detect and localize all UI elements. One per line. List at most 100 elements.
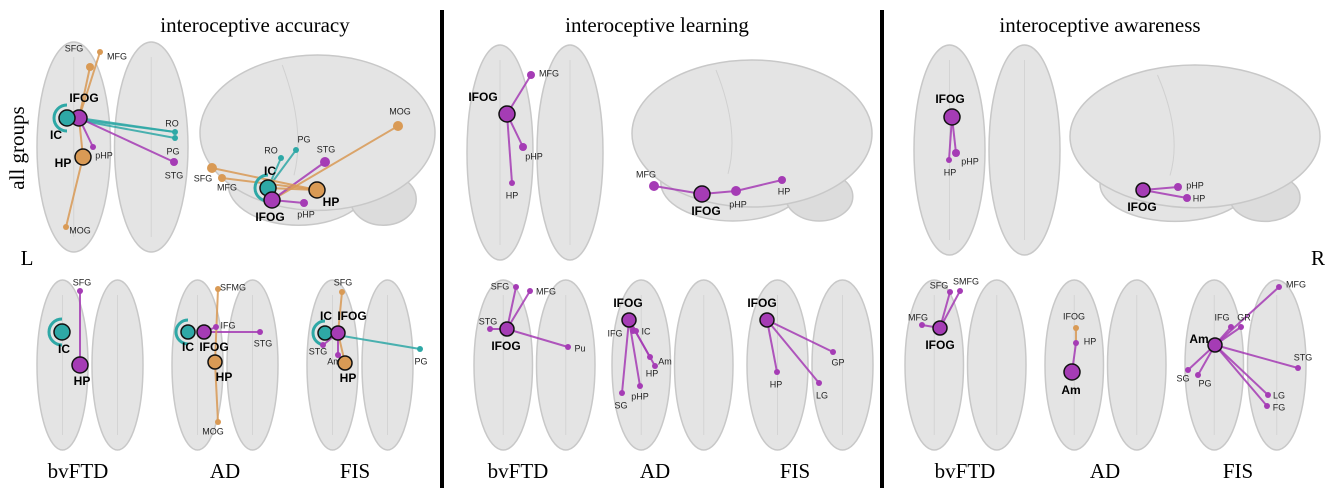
node-label: pHP xyxy=(95,150,113,160)
node-label: HP xyxy=(646,368,659,378)
node xyxy=(957,288,963,294)
node-label: SFG xyxy=(194,173,213,183)
node-label: IC xyxy=(50,128,62,142)
node xyxy=(1228,324,1234,330)
node-label: IFOG xyxy=(199,340,228,354)
panel-title: interoceptive learning xyxy=(565,13,749,37)
node-label: IC xyxy=(642,326,652,336)
node-label: IFG xyxy=(221,320,236,330)
node-label: STG xyxy=(479,316,498,326)
node xyxy=(331,326,345,340)
node-label: SG xyxy=(1176,373,1189,383)
node-label: pHP xyxy=(631,391,649,401)
node-label: Am xyxy=(1189,332,1208,346)
panel-title: interoceptive awareness xyxy=(999,13,1200,37)
node-label: GP xyxy=(831,357,844,367)
node-label: STG xyxy=(309,346,328,356)
node xyxy=(197,325,211,339)
node xyxy=(647,354,653,360)
group-label: FIS xyxy=(780,459,810,483)
group-label: AD xyxy=(210,459,240,483)
node-label: MOG xyxy=(389,106,411,116)
node xyxy=(1185,367,1191,373)
node xyxy=(519,143,527,151)
node-label: SFG xyxy=(930,280,949,290)
node-label: RO xyxy=(264,145,278,155)
node-label: IC xyxy=(264,164,276,178)
node-label: PG xyxy=(414,356,427,366)
node-label: SFG xyxy=(491,281,510,291)
node xyxy=(487,326,493,332)
node xyxy=(218,174,226,182)
node xyxy=(944,109,960,125)
node-label: IFOG xyxy=(69,91,98,105)
node-label: IFOG xyxy=(613,296,642,310)
node-label: SMFG xyxy=(953,276,979,286)
node-label: HP xyxy=(770,379,783,389)
node-label: IFOG xyxy=(925,338,954,352)
node-label: GR xyxy=(1237,312,1251,322)
node-label: IFOG xyxy=(747,296,776,310)
side-label: L xyxy=(21,246,34,270)
node xyxy=(619,390,625,396)
node xyxy=(1265,392,1271,398)
side-label: R xyxy=(1311,246,1325,270)
node xyxy=(393,121,403,131)
node xyxy=(54,324,70,340)
node xyxy=(172,129,178,135)
node-label: MFG xyxy=(908,312,928,322)
node xyxy=(513,284,519,290)
node-label: MFG xyxy=(1286,279,1306,289)
node xyxy=(170,158,178,166)
node xyxy=(731,186,741,196)
node xyxy=(760,313,774,327)
node xyxy=(1073,340,1079,346)
group-label: bvFTD xyxy=(935,459,996,483)
node-label: HP xyxy=(778,186,791,196)
node-label: SFG xyxy=(65,43,84,53)
node xyxy=(75,149,91,165)
node xyxy=(318,326,332,340)
node xyxy=(1208,338,1222,352)
node xyxy=(72,357,88,373)
node-label: IFOG xyxy=(935,92,964,106)
panel-title: interoceptive accuracy xyxy=(160,13,350,37)
figure: interoceptive accuracy interoceptive lea… xyxy=(0,0,1335,488)
node xyxy=(919,322,925,328)
node xyxy=(77,288,83,294)
node xyxy=(1295,365,1301,371)
node-label: IFOG xyxy=(691,204,720,218)
node-label: IFOG xyxy=(337,309,366,323)
node-label: pHP xyxy=(1186,180,1204,190)
node-label: HP xyxy=(216,370,233,384)
node xyxy=(1174,183,1182,191)
node xyxy=(694,186,710,202)
node xyxy=(90,144,96,150)
node xyxy=(946,157,952,163)
node-label: SFMG xyxy=(220,282,246,292)
node-label: FG xyxy=(1273,402,1286,412)
node xyxy=(63,224,69,230)
node-label: STG xyxy=(254,338,273,348)
node-label: HP xyxy=(944,167,957,177)
node xyxy=(933,321,947,335)
node-label: SG xyxy=(614,400,627,410)
node xyxy=(952,149,960,157)
group-label: FIS xyxy=(1223,459,1253,483)
node xyxy=(1183,194,1191,202)
node-label: Am xyxy=(1061,383,1080,397)
node-label: IC xyxy=(182,340,194,354)
node xyxy=(816,380,822,386)
node-label: MOG xyxy=(202,426,224,436)
node-label: STG xyxy=(1294,352,1313,362)
row-label: all groups xyxy=(5,106,29,189)
node-label: MOG xyxy=(69,225,91,235)
node-label: Am xyxy=(658,356,672,366)
node xyxy=(565,344,571,350)
node xyxy=(500,322,514,336)
node-label: MFG xyxy=(217,182,237,192)
node-label: RO xyxy=(165,118,179,128)
node-label: Pu xyxy=(574,343,585,353)
node-label: HP xyxy=(55,156,72,170)
node-label: SFG xyxy=(334,277,353,287)
